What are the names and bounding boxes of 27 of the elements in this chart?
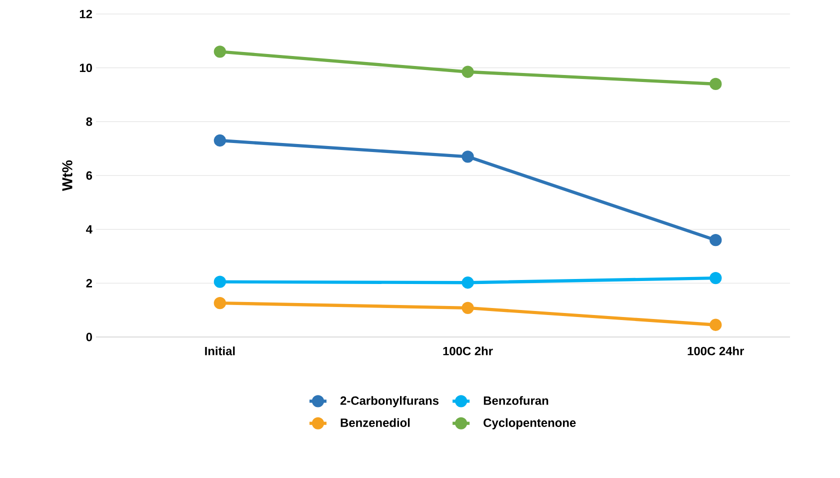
x-tick-label: 100C 24hr (688, 346, 744, 356)
x-tick-label: 100C 2hr (443, 346, 493, 356)
y-tick-label: 2 (86, 278, 92, 288)
point (462, 150, 474, 163)
point (214, 46, 226, 58)
y-tick-label: 12 (80, 10, 92, 18)
y-tick-label: 4 (86, 225, 92, 234)
point (462, 302, 474, 314)
point (462, 66, 474, 78)
y-tick-label: 10 (80, 64, 92, 72)
y-tick-label: 6 (86, 171, 92, 180)
x-tick-label: Initial (205, 346, 235, 356)
y-tick-label: 0 (86, 332, 92, 342)
point (710, 318, 722, 331)
y-axis-title: Wt% (62, 160, 72, 192)
legend-label: Cyclopentenone (484, 418, 576, 430)
legend-label: Benzenediol (340, 418, 410, 427)
point (214, 297, 226, 310)
legend-label: 2-Carbonylfurans (340, 396, 439, 408)
point (462, 276, 474, 289)
point (710, 78, 722, 90)
legend-label: Benzofuran (484, 396, 548, 405)
point (710, 272, 722, 284)
point (710, 234, 722, 246)
point (214, 134, 226, 147)
y-tick-label: 8 (86, 117, 92, 126)
point (214, 276, 226, 288)
